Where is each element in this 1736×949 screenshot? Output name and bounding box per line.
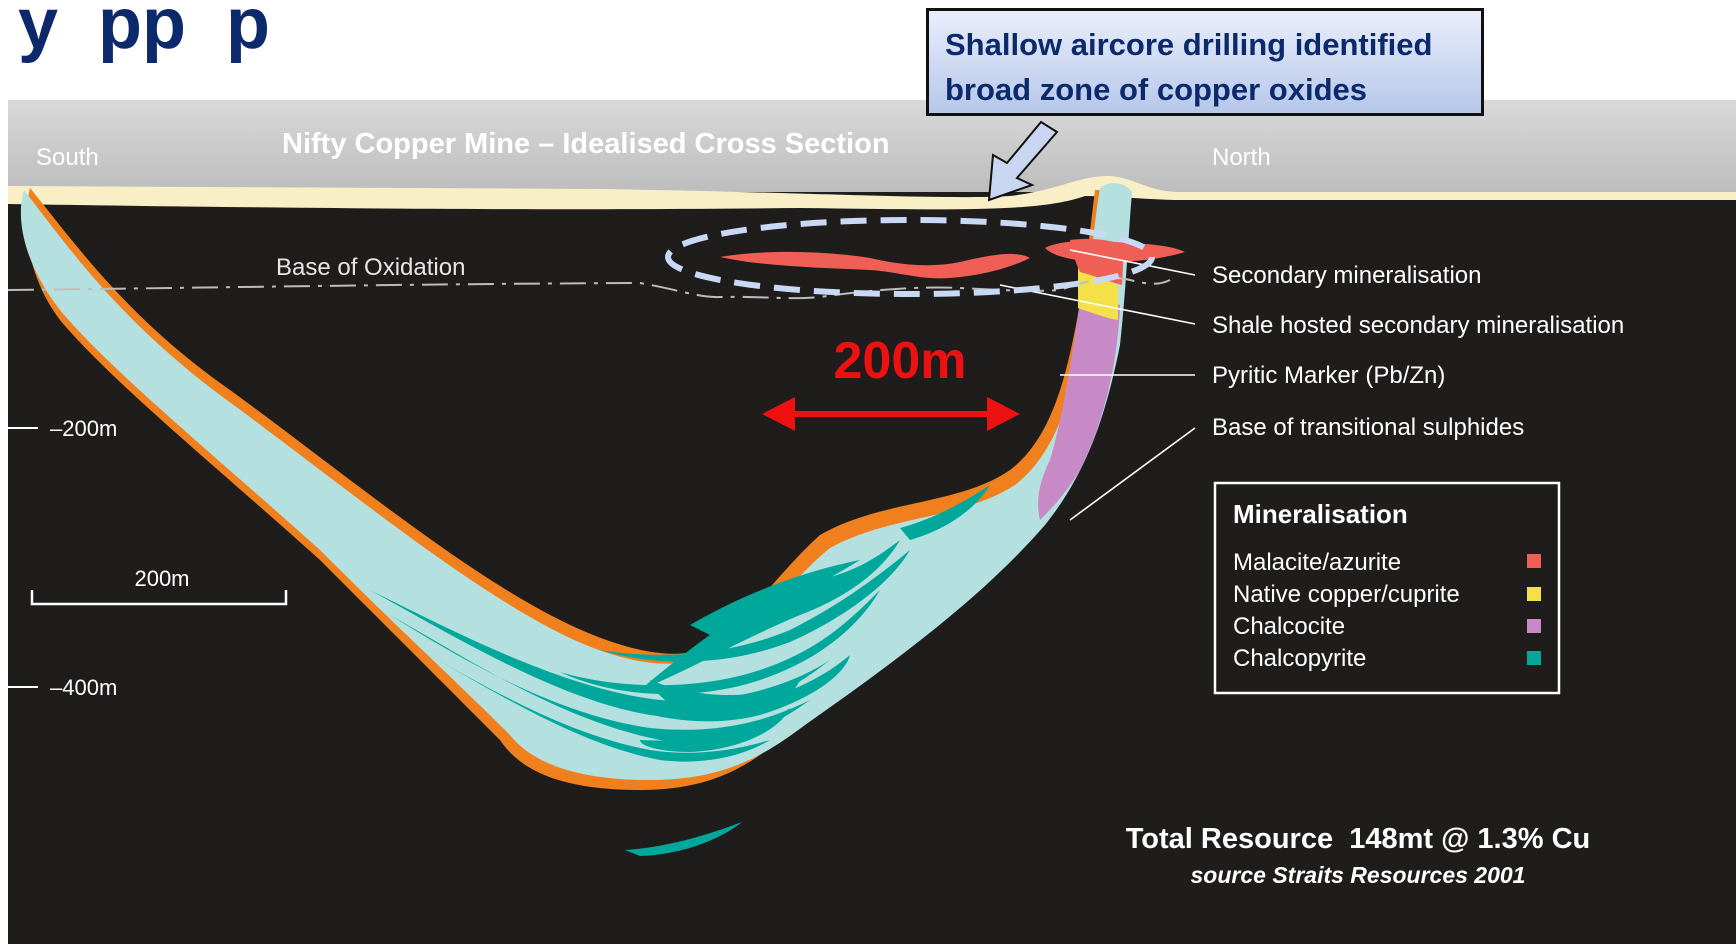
chalcopyrite-lens [625,822,742,856]
callout-line-2: broad zone of copper oxides [945,72,1367,107]
label-secondary-mineralisation: Secondary mineralisation [1212,262,1481,289]
host-rock-layer [20,183,1133,780]
chalcocite-zone [1038,300,1120,520]
callout-line-1: Shallow aircore drilling identified [945,27,1433,62]
oxide-zone-highlight [665,217,1155,297]
depth-label-200: –200m [50,416,117,441]
total-resource-text: Total Resource 148mt @ 1.3% Cu [1126,823,1591,855]
legend-label-malacite: Malacite/azurite [1233,549,1401,576]
chalcopyrite-bands [370,485,990,762]
legend-swatch-chalcocite [1527,619,1541,633]
drilling-callout: Shallow aircore drilling identified broa… [926,8,1484,116]
legend-label-chalcocite: Chalcocite [1233,613,1345,640]
legend-frame [1213,481,1561,695]
legend-label-native-copper: Native copper/cuprite [1233,581,1460,608]
base-of-oxidation-label: Base of Oxidation [276,254,465,281]
legend-swatch-native-copper [1527,587,1541,601]
direction-south: South [36,144,99,171]
slide-heading-fragment: y pp p [18,0,270,64]
callout-arrow [987,120,1059,202]
depth-label-400: –400m [50,675,117,700]
label-pyritic-marker: Pyritic Marker (Pb/Zn) [1212,362,1445,389]
regolith-layer [8,175,1736,210]
label-shale-hosted: Shale hosted secondary mineralisation [1212,312,1624,339]
resource-source-text: source Straits Resources 2001 [1191,862,1526,888]
scale-bar [30,590,288,606]
mineralisation-legend: Mineralisation Malacite/azurite Native c… [1213,481,1561,695]
legend-swatch-chalcopyrite [1527,651,1541,665]
distance-arrow [762,397,1020,431]
label-base-transitional: Base of transitional sulphides [1212,414,1524,441]
scale-bar-label: 200m [134,566,189,591]
legend-title: Mineralisation [1233,499,1408,529]
depth-scale [8,427,38,688]
distance-label: 200m [834,332,967,390]
diagram-title: Nifty Copper Mine – Idealised Cross Sect… [282,128,890,160]
base-of-oxidation-line [7,277,1171,300]
legend-label-chalcopyrite: Chalcopyrite [1233,645,1366,672]
secondary-mineralisation-lenses [720,240,1185,279]
direction-north: North [1212,144,1271,171]
legend-swatch-malacite [1527,554,1541,568]
